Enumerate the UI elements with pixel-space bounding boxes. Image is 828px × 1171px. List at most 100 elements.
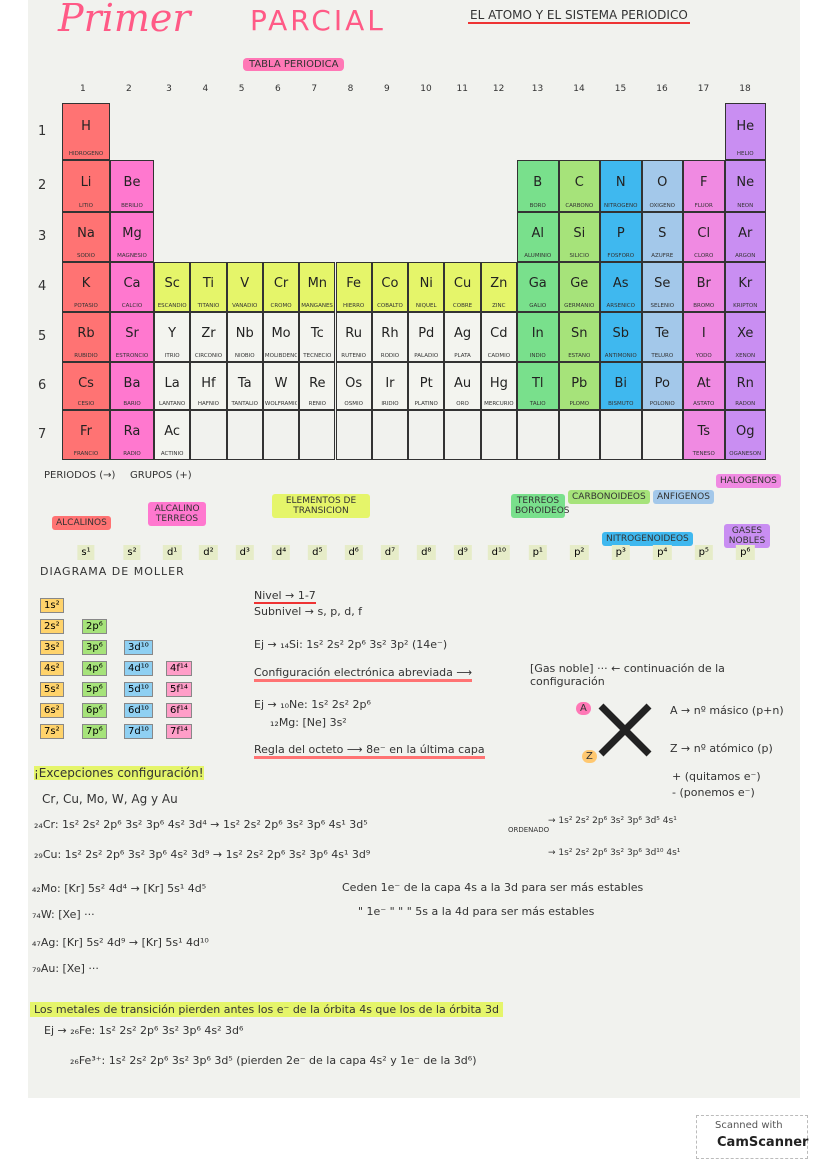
element-symbol: V bbox=[240, 276, 250, 292]
element-name: CROMO bbox=[270, 303, 292, 309]
element-cell: Og OGANESON bbox=[724, 410, 766, 460]
group-number: 1 bbox=[80, 84, 86, 94]
element-cell: Nb NIOBIO bbox=[226, 312, 263, 362]
element-cell: W WOLFRAMIO bbox=[262, 362, 300, 410]
element-name: HAFNIO bbox=[197, 401, 220, 407]
element-name: GALIO bbox=[529, 303, 547, 309]
element-cell: Mg MAGNESIO bbox=[110, 212, 154, 262]
element-name: PLATA bbox=[454, 353, 471, 359]
orbital-label: d¹ bbox=[162, 545, 182, 560]
element-symbol: Na bbox=[77, 226, 95, 242]
element-name: LANTANO bbox=[159, 401, 186, 407]
element-name: CESIO bbox=[77, 401, 95, 407]
element-cell: P FOSFORO bbox=[600, 212, 642, 262]
element-symbol: Sn bbox=[571, 326, 588, 342]
element-cell bbox=[408, 410, 445, 460]
element-cell bbox=[262, 410, 300, 460]
config: Ej → ₂₆Fe: 1s² 2s² 2p⁶ 3s² 3p⁶ 4s² 3d⁶ bbox=[44, 1024, 244, 1037]
element-cell: La LANTANO bbox=[154, 362, 191, 410]
element-cell bbox=[480, 410, 517, 460]
note: A bbox=[576, 702, 591, 715]
element-name: HIERRO bbox=[343, 303, 365, 309]
element-name: VANADIO bbox=[232, 303, 258, 309]
orbital-box: 7p⁶ bbox=[82, 724, 107, 739]
element-symbol: Rb bbox=[77, 326, 95, 342]
group-number: 6 bbox=[275, 84, 281, 94]
element-name: ORO bbox=[456, 401, 469, 407]
element-cell: Ti TITANIO bbox=[190, 262, 227, 312]
element-cell: Zn ZINC bbox=[480, 262, 517, 312]
element-name: TECNECIO bbox=[303, 353, 332, 359]
period-number: 1 bbox=[38, 123, 47, 139]
element-name: PLATINO bbox=[414, 401, 438, 407]
element-cell: Hf HAFNIO bbox=[190, 362, 227, 410]
config: ₂₄Cr: 1s² 2s² 2p⁶ 3s² 3p⁶ 4s² 3d⁴ → 1s² … bbox=[34, 818, 368, 831]
element-name: NITROGENO bbox=[604, 203, 638, 209]
element-name: ESTRONCIO bbox=[115, 353, 149, 359]
element-name: ZINC bbox=[492, 303, 506, 309]
orbital-box: 1s² bbox=[40, 598, 64, 613]
element-cell bbox=[444, 410, 481, 460]
rule: Los metales de transición pierden antes … bbox=[30, 1002, 504, 1017]
config: ₂₉Cu: 1s² 2s² 2p⁶ 3s² 3p⁶ 4s² 3d⁹ → 1s² … bbox=[34, 848, 371, 861]
note: A → nº másico (p+n) bbox=[670, 704, 784, 717]
element-name: MOLIBDENO bbox=[264, 353, 298, 359]
element-name: YODO bbox=[695, 353, 712, 359]
element-cell: Ge GERMANIO bbox=[558, 262, 600, 312]
element-symbol: Mg bbox=[122, 226, 142, 242]
note: Regla del octeto ⟶ 8e⁻ en la última capa bbox=[254, 743, 485, 759]
element-cell: Rn RADON bbox=[724, 362, 766, 410]
element-symbol: Pd bbox=[418, 326, 435, 342]
element-name: ESCANDIO bbox=[157, 303, 187, 309]
element-cell: Ne NEON bbox=[724, 160, 766, 212]
element-symbol: Se bbox=[654, 276, 671, 292]
element-name: RADON bbox=[735, 401, 756, 407]
element-cell bbox=[190, 410, 227, 460]
element-name: FLUOR bbox=[694, 203, 713, 209]
family-label: NITROGENOIDEOS bbox=[602, 532, 693, 546]
element-symbol: He bbox=[736, 119, 755, 135]
element-name: CALCIO bbox=[121, 303, 143, 309]
element-cell: Tc TECNECIO bbox=[299, 312, 336, 362]
element-cell: Se SELENIO bbox=[641, 262, 683, 312]
element-symbol: Ti bbox=[202, 276, 215, 292]
element-name: COBRE bbox=[452, 303, 473, 309]
orbital-box: 4s² bbox=[40, 661, 64, 676]
group-number: 9 bbox=[383, 84, 390, 94]
element-symbol: Ac bbox=[164, 424, 181, 440]
element-symbol: Ag bbox=[453, 326, 472, 342]
element-symbol: Ne bbox=[736, 175, 755, 190]
element-symbol: Al bbox=[531, 226, 544, 242]
element-cell: B BORO bbox=[517, 160, 559, 212]
orbital-label: d⁹ bbox=[453, 545, 472, 560]
element-name: PLOMO bbox=[569, 401, 590, 407]
note: Subnivel → s, p, d, f bbox=[254, 605, 363, 618]
group-number: 13 bbox=[531, 84, 544, 94]
element-symbol: In bbox=[531, 326, 544, 342]
element-cell: O OXIGENO bbox=[641, 160, 683, 212]
element-symbol: Be bbox=[123, 175, 141, 190]
element-cell bbox=[226, 410, 263, 460]
element-symbol: Pb bbox=[571, 375, 588, 391]
element-symbol: Co bbox=[381, 276, 399, 292]
element-name: WOLFRAMIO bbox=[264, 401, 298, 407]
element-cell: Si SILICIO bbox=[558, 212, 600, 262]
element-cell bbox=[517, 410, 559, 460]
orbital-box: 6d¹⁰ bbox=[124, 703, 153, 718]
orbital-label: d¹⁰ bbox=[487, 545, 511, 560]
element-name: ITRIO bbox=[164, 353, 180, 359]
scanner-badge: Scanned with CamScanner bbox=[696, 1115, 808, 1159]
orbital-box: 6p⁶ bbox=[82, 703, 107, 718]
element-cell: As ARSENICO bbox=[600, 262, 642, 312]
element-cell: At ASTATO bbox=[683, 362, 725, 410]
element-cell: Mn MANGANESO bbox=[299, 262, 336, 312]
element-cell: Bi BISMUTO bbox=[600, 362, 642, 410]
element-name: POTASIO bbox=[74, 303, 98, 309]
element-cell: Re RENIO bbox=[299, 362, 336, 410]
orbital-label: d⁶ bbox=[344, 545, 363, 560]
period-number: 5 bbox=[38, 329, 47, 344]
element-name: FRANCIO bbox=[73, 451, 99, 457]
element-name: RADIO bbox=[123, 451, 141, 457]
element-name: IRIDIO bbox=[381, 401, 399, 407]
element-cell: Sr ESTRONCIO bbox=[110, 312, 154, 362]
